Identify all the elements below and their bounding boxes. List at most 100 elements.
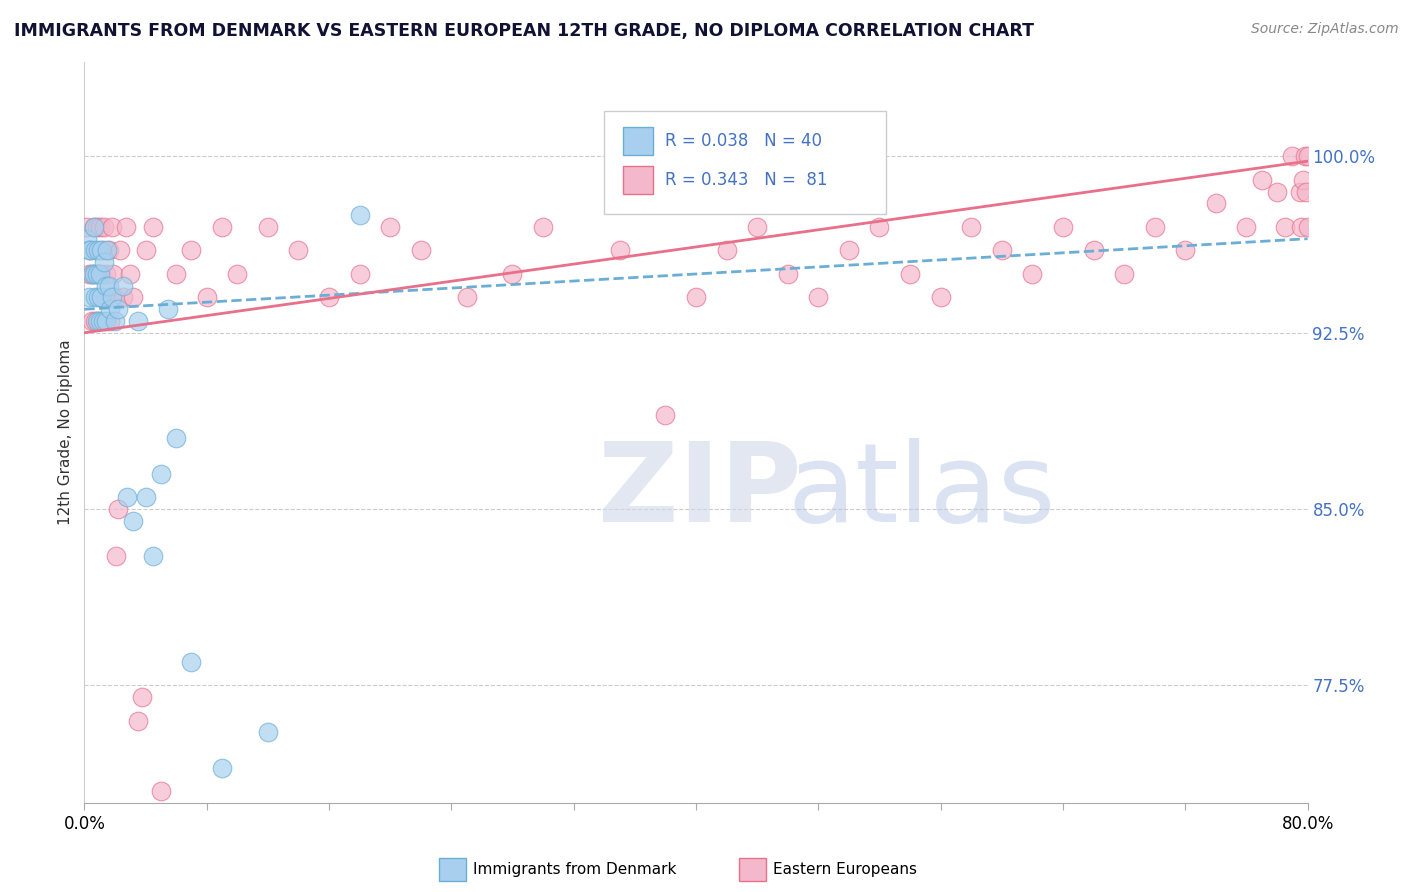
Point (83, 219, 105, 234)
Point (1296, 219, 1319, 234)
Point (89, 314, 111, 328)
Point (898, 267, 921, 281)
FancyBboxPatch shape (605, 111, 886, 214)
Point (149, 784, 172, 798)
Point (87, 314, 110, 328)
Point (716, 244, 738, 258)
Point (1265, 185, 1288, 199)
Point (122, 290, 145, 304)
Point (83, 219, 105, 234)
Point (94, 278, 117, 293)
Point (180, 655, 202, 669)
Point (149, 467, 172, 481)
Point (83, 267, 105, 281)
Point (86, 267, 108, 281)
Point (1205, 196, 1227, 211)
Point (180, 244, 202, 258)
Point (94, 314, 117, 328)
Point (104, 314, 127, 328)
Point (76, 219, 98, 234)
Point (97, 278, 120, 293)
Point (195, 290, 218, 304)
Point (1052, 219, 1074, 234)
Point (97, 244, 120, 258)
Point (84, 314, 107, 328)
Point (135, 490, 157, 504)
Text: R = 0.038   N = 40: R = 0.038 N = 40 (665, 132, 823, 150)
Point (929, 290, 952, 304)
Point (349, 208, 371, 222)
Point (409, 244, 432, 258)
Point (1281, 149, 1303, 163)
Point (127, 314, 149, 328)
Point (1250, 173, 1272, 187)
Point (98, 314, 121, 328)
Bar (439, 858, 465, 880)
Point (685, 290, 707, 304)
Text: Eastern Europeans: Eastern Europeans (773, 862, 917, 877)
Point (502, 267, 524, 281)
Point (226, 267, 249, 281)
Point (807, 290, 830, 304)
Point (89, 219, 111, 234)
Point (107, 502, 129, 516)
Point (77, 290, 100, 304)
Text: ZIP: ZIP (598, 438, 801, 545)
Point (86, 219, 108, 234)
Point (1174, 244, 1197, 258)
Point (165, 267, 187, 281)
Point (94, 267, 117, 281)
Point (76, 232, 98, 246)
Point (93, 219, 115, 234)
Point (131, 690, 153, 704)
Point (96, 290, 118, 304)
Point (91, 244, 114, 258)
Point (79, 244, 101, 258)
Point (318, 290, 340, 304)
Bar (738, 858, 766, 880)
Point (103, 267, 125, 281)
Point (87, 244, 110, 258)
Point (380, 219, 402, 234)
Point (87, 290, 110, 304)
Point (1295, 185, 1317, 199)
Point (91, 314, 114, 328)
Point (654, 408, 676, 422)
Point (287, 244, 309, 258)
Point (107, 302, 129, 317)
Point (120, 267, 142, 281)
Point (747, 219, 769, 234)
Point (98, 302, 121, 317)
Point (77, 267, 100, 281)
Point (1021, 267, 1043, 281)
Point (349, 267, 371, 281)
Text: atlas: atlas (787, 438, 1056, 545)
Point (87, 267, 110, 281)
Point (101, 219, 124, 234)
Point (142, 219, 165, 234)
Point (111, 278, 134, 293)
Point (960, 219, 983, 234)
Point (257, 219, 280, 234)
Point (456, 290, 478, 304)
Point (1296, 149, 1319, 163)
Point (1294, 149, 1316, 163)
Point (609, 244, 631, 258)
Y-axis label: 12th Grade, No Diploma: 12th Grade, No Diploma (58, 340, 73, 525)
Point (257, 725, 280, 739)
Text: IMMIGRANTS FROM DENMARK VS EASTERN EUROPEAN 12TH GRADE, NO DIPLOMA CORRELATION C: IMMIGRANTS FROM DENMARK VS EASTERN EUROP… (14, 22, 1033, 40)
Point (157, 302, 180, 317)
Bar (623, 127, 654, 155)
Point (776, 267, 799, 281)
Point (96, 244, 118, 258)
Point (115, 490, 138, 504)
Point (1143, 219, 1166, 234)
Text: R = 0.343   N =  81: R = 0.343 N = 81 (665, 171, 828, 189)
Point (531, 219, 554, 234)
Point (135, 244, 157, 258)
Point (1083, 244, 1105, 258)
Point (142, 549, 165, 563)
Point (84, 244, 107, 258)
Point (991, 244, 1014, 258)
Point (838, 244, 860, 258)
